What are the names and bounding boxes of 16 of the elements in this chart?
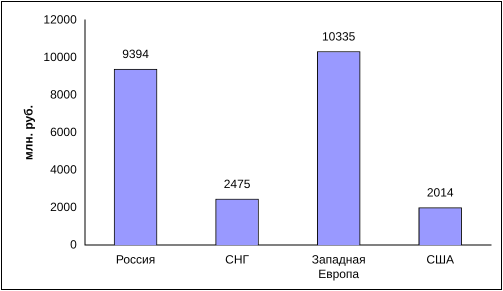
x-tick-label: Западная Европа [312,252,366,282]
y-tick-label: 8000 [50,87,78,102]
y-tick-label: 2000 [50,200,78,214]
y-tick-label: 10000 [43,50,78,64]
x-tick-label: США [426,252,454,267]
data-label: 9394 [122,47,150,62]
y-axis-title: млн. руб. [22,105,36,160]
x-tick-label: Россия [116,252,156,267]
data-label: 2475 [224,177,251,192]
data-label: 2014 [426,186,454,200]
y-tick-label: 6000 [50,124,78,139]
y-tick-label: 0 [70,238,78,252]
y-tick-label: 4000 [50,162,78,176]
data-label: 10335 [322,30,356,44]
y-tick-label: 12000 [43,12,78,26]
x-tick-label: СНГ [225,252,250,267]
